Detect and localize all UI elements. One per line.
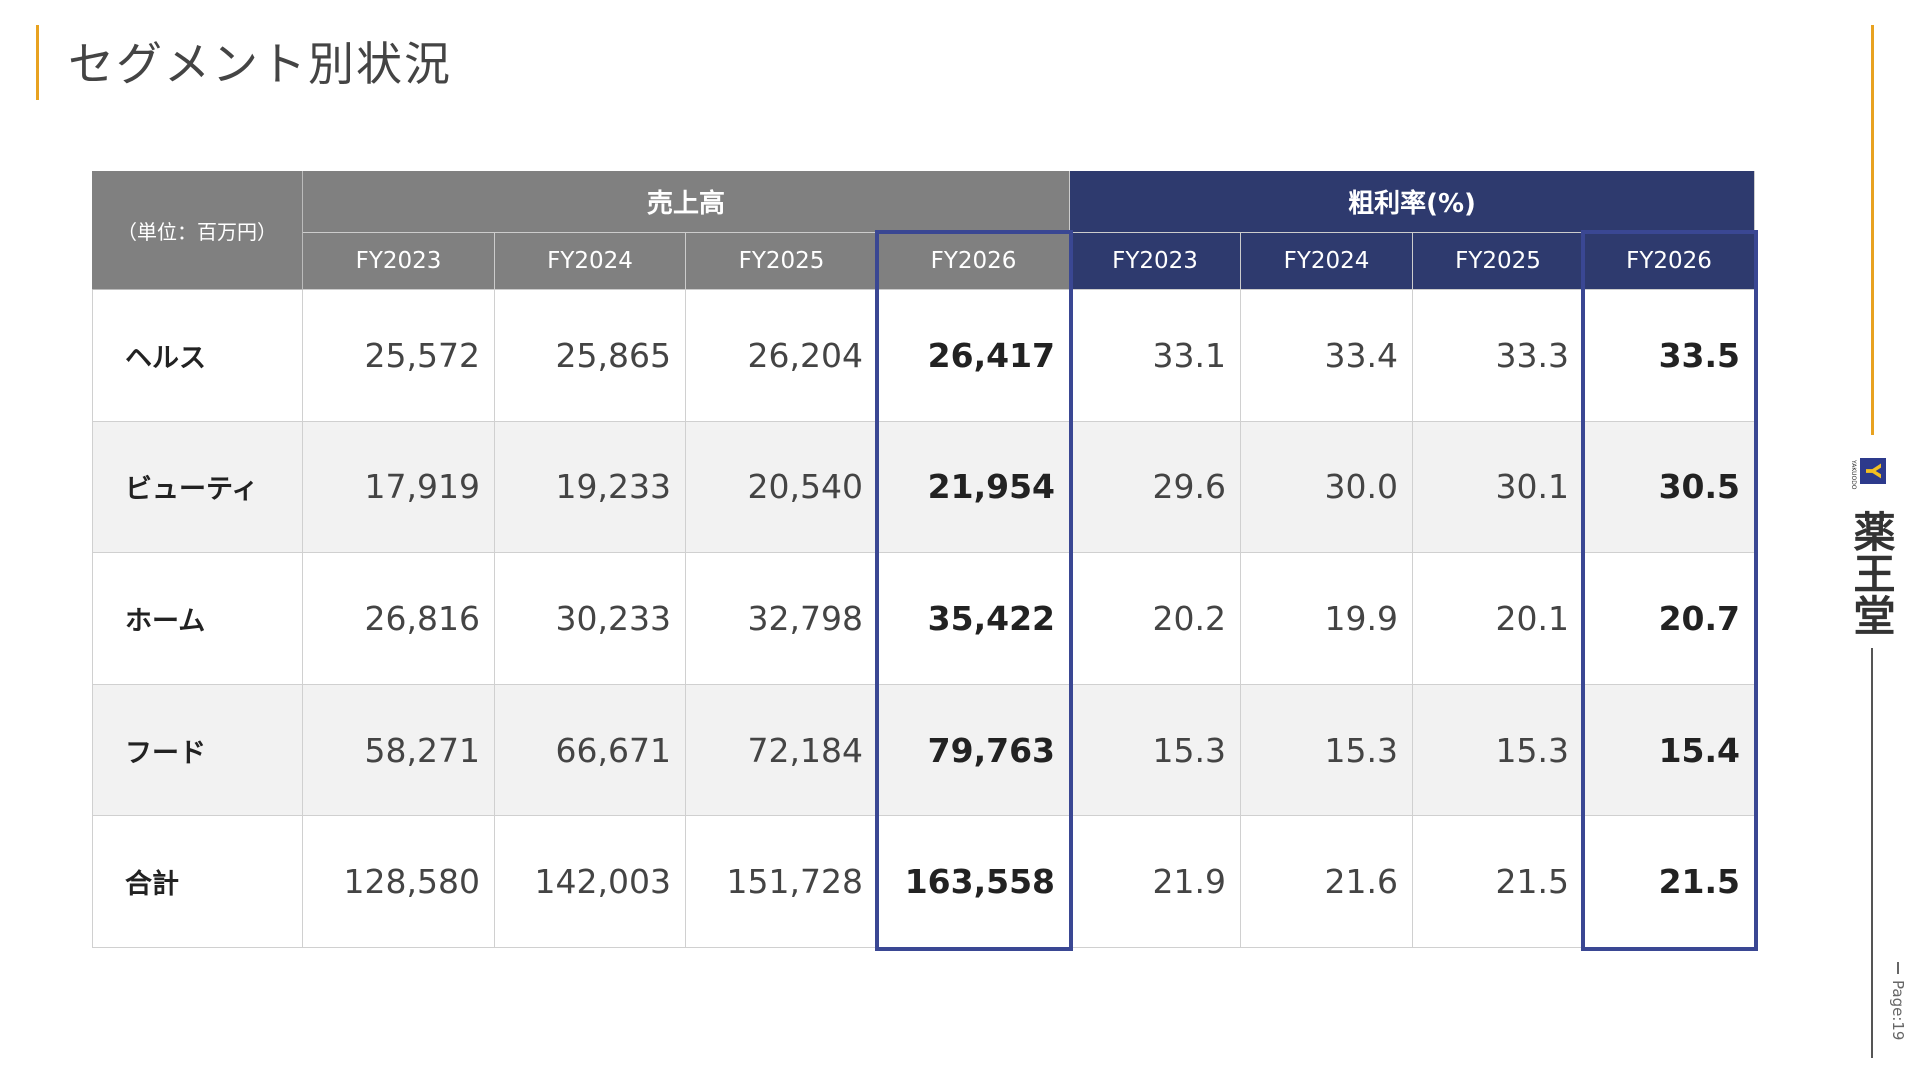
- title-accent: [36, 25, 39, 100]
- margin-cell: 30.5: [1584, 421, 1755, 554]
- sales-cell: 20,540: [686, 421, 878, 554]
- logo-text: 薬王堂: [1847, 510, 1896, 636]
- sidebar-line-top: [1871, 25, 1874, 435]
- sales-cell: 79,763: [878, 684, 1070, 817]
- sales-cell: 32,798: [686, 553, 878, 685]
- margin-cell: 21.9: [1070, 816, 1241, 948]
- column-header: FY2024: [495, 233, 686, 290]
- margin-cell: 20.2: [1070, 553, 1241, 685]
- column-header: FY2025: [686, 233, 878, 290]
- margin-cell: 33.5: [1584, 290, 1755, 422]
- margin-cell: 15.3: [1070, 684, 1241, 817]
- sales-cell: 72,184: [686, 684, 878, 817]
- logo-sub: YAKUODO: [1850, 460, 1857, 490]
- sales-cell: 19,233: [495, 421, 686, 554]
- row-label: ヘルス: [92, 290, 303, 422]
- sales-cell: 151,728: [686, 816, 878, 948]
- sales-cell: 25,572: [303, 290, 495, 422]
- sales-cell: 58,271: [303, 684, 495, 817]
- column-header: FY2024: [1241, 233, 1413, 290]
- sales-cell: 66,671: [495, 684, 686, 817]
- column-header: FY2026: [1584, 233, 1755, 290]
- column-header: FY2023: [1070, 233, 1241, 290]
- sales-cell: 163,558: [878, 816, 1070, 948]
- margin-cell: 15.4: [1584, 684, 1755, 817]
- margin-cell: 30.0: [1241, 421, 1413, 554]
- column-header: FY2025: [1413, 233, 1584, 290]
- group-header: 粗利率(%): [1070, 171, 1755, 233]
- margin-cell: 15.3: [1413, 684, 1584, 817]
- margin-cell: 20.1: [1413, 553, 1584, 685]
- sales-cell: 26,417: [878, 290, 1070, 422]
- page-title: セグメント別状況: [68, 37, 452, 91]
- margin-cell: 21.5: [1584, 816, 1755, 948]
- sales-cell: 26,816: [303, 553, 495, 685]
- margin-cell: 33.3: [1413, 290, 1584, 422]
- margin-cell: 15.3: [1241, 684, 1413, 817]
- margin-cell: 21.6: [1241, 816, 1413, 948]
- page-number: Page:19: [1889, 980, 1907, 1041]
- margin-cell: 33.4: [1241, 290, 1413, 422]
- margin-cell: 19.9: [1241, 553, 1413, 685]
- row-label: フード: [92, 684, 303, 817]
- sales-cell: 17,919: [303, 421, 495, 554]
- logo-mark: Y: [1860, 458, 1886, 484]
- group-header: 売上高: [303, 171, 1070, 233]
- sales-cell: 25,865: [495, 290, 686, 422]
- highlight-box: [875, 230, 1073, 951]
- margin-cell: 29.6: [1070, 421, 1241, 554]
- sales-cell: 21,954: [878, 421, 1070, 554]
- column-header: FY2026: [878, 233, 1070, 290]
- sales-cell: 142,003: [495, 816, 686, 948]
- sales-cell: 26,204: [686, 290, 878, 422]
- sales-cell: 30,233: [495, 553, 686, 685]
- margin-cell: 30.1: [1413, 421, 1584, 554]
- unit-label: （単位：百万円）: [92, 171, 303, 290]
- row-label: ホーム: [92, 553, 303, 685]
- sidebar-line-bottom: [1871, 648, 1873, 1058]
- row-label: 合計: [92, 816, 303, 948]
- sales-cell: 128,580: [303, 816, 495, 948]
- highlight-box: [1581, 230, 1758, 951]
- column-header: FY2023: [303, 233, 495, 290]
- sales-cell: 35,422: [878, 553, 1070, 685]
- margin-cell: 21.5: [1413, 816, 1584, 948]
- margin-cell: 20.7: [1584, 553, 1755, 685]
- margin-cell: 33.1: [1070, 290, 1241, 422]
- page-dash: [1897, 962, 1899, 974]
- row-label: ビューティ: [92, 421, 303, 554]
